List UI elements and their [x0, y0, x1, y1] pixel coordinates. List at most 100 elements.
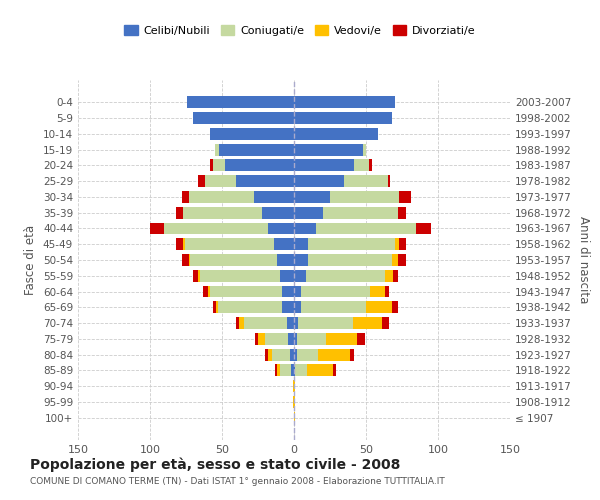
Bar — [294, 302, 301, 313]
Bar — [290, 348, 294, 360]
Bar — [275, 364, 277, 376]
Bar — [295, 364, 307, 376]
Bar — [294, 254, 308, 266]
Bar — [277, 254, 294, 266]
Bar — [294, 96, 395, 108]
Bar — [225, 160, 294, 172]
Bar — [363, 144, 366, 156]
Bar — [307, 364, 333, 376]
Text: COMUNE DI COMANO TERME (TN) - Dati ISTAT 1° gennaio 2008 - Elaborazione TUTTITAL: COMUNE DI COMANO TERME (TN) - Dati ISTAT… — [30, 478, 445, 486]
Y-axis label: Anni di nascita: Anni di nascita — [577, 216, 590, 304]
Bar — [294, 333, 297, 345]
Bar — [392, 302, 398, 313]
Bar — [211, 286, 283, 298]
Bar — [294, 412, 295, 424]
Bar — [398, 207, 406, 218]
Bar — [355, 160, 369, 172]
Bar — [265, 333, 288, 345]
Bar — [203, 286, 208, 298]
Bar — [294, 364, 295, 376]
Bar — [388, 175, 391, 187]
Bar — [294, 112, 392, 124]
Bar — [274, 238, 294, 250]
Bar — [280, 364, 291, 376]
Bar — [294, 286, 301, 298]
Bar — [287, 317, 294, 329]
Bar — [382, 317, 389, 329]
Bar — [236, 175, 294, 187]
Bar — [182, 254, 189, 266]
Bar — [344, 175, 388, 187]
Y-axis label: Fasce di età: Fasce di età — [25, 225, 37, 295]
Bar — [370, 286, 385, 298]
Bar — [215, 144, 219, 156]
Bar — [294, 191, 330, 203]
Bar — [189, 191, 254, 203]
Bar — [353, 317, 382, 329]
Bar — [416, 222, 431, 234]
Bar — [294, 238, 308, 250]
Bar — [294, 348, 297, 360]
Bar — [187, 96, 294, 108]
Bar — [316, 222, 416, 234]
Bar — [182, 191, 189, 203]
Bar — [277, 364, 280, 376]
Bar — [193, 112, 294, 124]
Bar — [239, 317, 244, 329]
Bar — [214, 160, 225, 172]
Bar — [308, 238, 395, 250]
Bar — [254, 191, 294, 203]
Bar — [385, 286, 389, 298]
Bar — [189, 254, 190, 266]
Bar — [280, 270, 294, 281]
Bar — [392, 254, 398, 266]
Bar — [297, 348, 319, 360]
Bar — [236, 317, 239, 329]
Bar — [294, 396, 295, 408]
Bar — [190, 254, 277, 266]
Bar — [265, 348, 268, 360]
Bar — [333, 364, 336, 376]
Bar — [211, 160, 214, 172]
Bar — [294, 317, 298, 329]
Bar — [268, 348, 272, 360]
Bar — [398, 254, 406, 266]
Bar — [219, 144, 294, 156]
Bar — [294, 207, 323, 218]
Bar — [293, 396, 294, 408]
Bar — [399, 191, 410, 203]
Text: Popolazione per età, sesso e stato civile - 2008: Popolazione per età, sesso e stato civil… — [30, 458, 400, 472]
Bar — [183, 238, 185, 250]
Bar — [385, 270, 394, 281]
Bar — [183, 207, 262, 218]
Bar — [293, 380, 294, 392]
Bar — [294, 144, 363, 156]
Bar — [294, 128, 377, 140]
Bar — [164, 222, 268, 234]
Bar — [193, 270, 197, 281]
Bar — [326, 333, 358, 345]
Bar — [262, 207, 294, 218]
Bar — [283, 286, 294, 298]
Bar — [294, 222, 316, 234]
Bar — [319, 348, 350, 360]
Bar — [350, 348, 355, 360]
Bar — [301, 302, 366, 313]
Bar — [366, 302, 392, 313]
Bar — [294, 270, 305, 281]
Bar — [301, 286, 370, 298]
Bar — [291, 364, 294, 376]
Bar — [218, 302, 283, 313]
Bar — [330, 191, 399, 203]
Bar — [200, 270, 280, 281]
Bar — [216, 302, 218, 313]
Bar — [244, 317, 287, 329]
Bar — [214, 302, 216, 313]
Bar — [283, 302, 294, 313]
Bar — [358, 333, 365, 345]
Bar — [268, 222, 294, 234]
Bar — [288, 333, 294, 345]
Bar — [297, 333, 326, 345]
Bar — [211, 128, 294, 140]
Bar — [197, 175, 205, 187]
